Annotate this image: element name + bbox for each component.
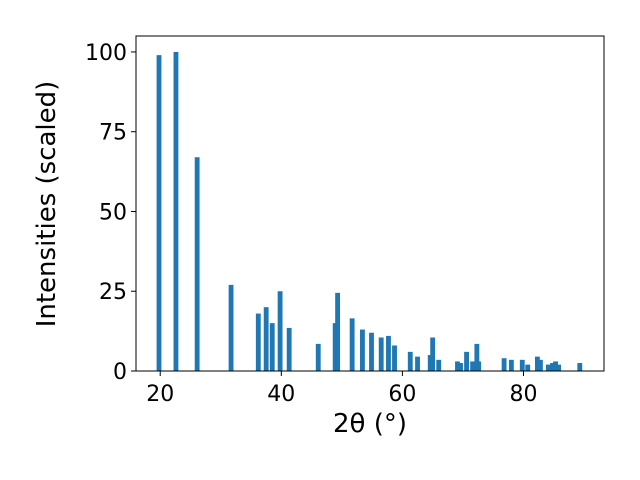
x-tick-label: 80	[509, 382, 537, 407]
bar	[538, 359, 543, 371]
bar	[360, 329, 365, 371]
bar	[519, 359, 525, 371]
bar	[455, 361, 460, 371]
bar	[436, 359, 442, 371]
bar	[508, 359, 514, 371]
bar	[501, 358, 507, 371]
bar	[378, 337, 384, 371]
bar	[458, 363, 463, 371]
x-tick-label: 20	[146, 382, 174, 407]
bar	[407, 351, 413, 371]
bar	[525, 364, 531, 371]
bar	[349, 318, 355, 371]
bar	[534, 356, 540, 371]
bar	[550, 363, 555, 371]
bar	[277, 291, 283, 371]
plot-frame	[135, 35, 605, 372]
y-axis-label: Intensities (scaled)	[32, 81, 62, 328]
x-axis-label: 2θ (°)	[333, 409, 407, 439]
bar	[194, 157, 200, 371]
y-tick-label: 50	[99, 200, 127, 225]
bar	[332, 323, 338, 371]
bar	[173, 51, 179, 371]
bar	[476, 361, 482, 371]
bar	[392, 345, 397, 371]
bar	[286, 327, 292, 371]
y-tick-label: 25	[99, 280, 127, 305]
bar	[464, 351, 469, 371]
bar	[315, 343, 321, 371]
bar	[553, 361, 558, 371]
bar	[156, 55, 162, 372]
bar	[255, 313, 261, 371]
bar	[335, 292, 341, 371]
bar	[470, 361, 476, 371]
y-tick-label: 0	[113, 360, 127, 385]
bar	[427, 355, 433, 371]
x-tick-label: 60	[388, 382, 416, 407]
bar	[430, 337, 436, 371]
y-tick-label: 100	[85, 41, 127, 66]
x-tick-label: 40	[267, 382, 295, 407]
bar	[386, 335, 391, 371]
bar	[415, 356, 420, 371]
bar	[545, 364, 551, 371]
bar	[269, 323, 275, 371]
bar	[556, 364, 562, 371]
bar	[228, 284, 234, 371]
bar	[474, 343, 480, 371]
y-tick-label: 75	[99, 121, 127, 146]
bar	[577, 363, 583, 371]
bar	[263, 307, 269, 371]
bar	[369, 332, 374, 371]
